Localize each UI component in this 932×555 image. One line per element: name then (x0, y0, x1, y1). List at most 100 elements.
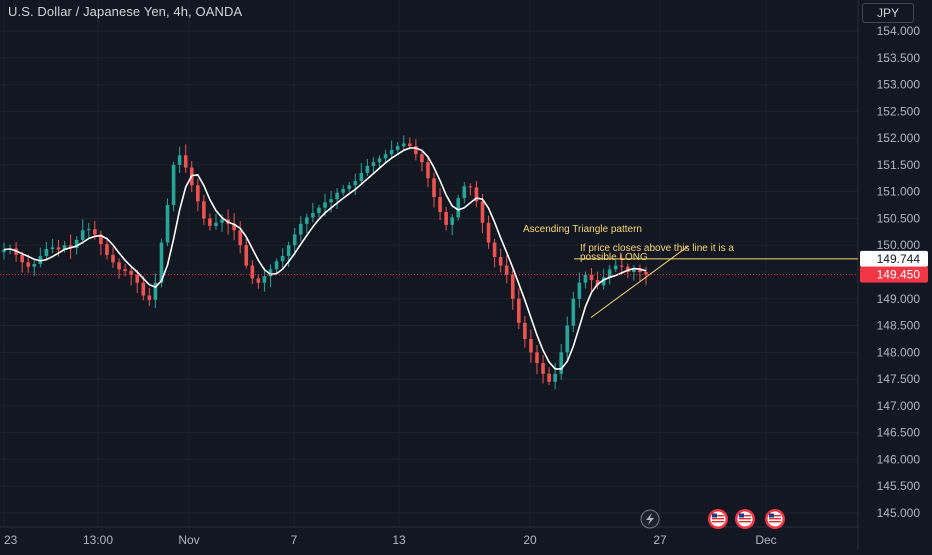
candle-body (553, 373, 557, 382)
candle-body (547, 373, 551, 382)
resistance-price-label: 149.744 (877, 252, 921, 266)
candle-body (365, 165, 370, 173)
resistance-price-badge (860, 250, 928, 267)
candle-body (504, 265, 509, 275)
candle-body (589, 274, 594, 281)
candle-body (510, 274, 515, 299)
candle-body (274, 261, 279, 270)
time-tick-label: 13:00 (83, 533, 113, 547)
candle-body (462, 186, 467, 199)
candle-body (244, 245, 249, 266)
time-tick-label: 13 (392, 533, 406, 547)
candle-body (123, 269, 127, 271)
support-trendline[interactable] (590, 245, 689, 318)
candle-body (371, 162, 376, 166)
candle-body (250, 265, 255, 279)
candle-body (196, 185, 200, 202)
current-price-label: 149.450 (877, 268, 921, 282)
time-tick-label: Dec (755, 533, 776, 547)
candle-body (535, 352, 539, 364)
current-price-badge (860, 266, 928, 283)
candle-body (317, 207, 321, 214)
candle-body (329, 199, 333, 203)
price-tick-label: 151.500 (877, 158, 921, 172)
candle-body (323, 202, 327, 208)
candle-body (262, 276, 267, 283)
candle-body (183, 155, 188, 168)
currency-button[interactable]: JPY (862, 3, 914, 23)
candle-body (268, 269, 273, 277)
candle-body (177, 155, 182, 165)
price-tick-label: 146.500 (877, 426, 921, 440)
candle-body (601, 277, 606, 286)
candle-body (50, 247, 55, 249)
candle-body (577, 282, 582, 299)
flag-stripe (769, 521, 781, 523)
price-tick-label: 152.500 (877, 104, 921, 118)
flag-canton (769, 513, 774, 518)
price-tick-label: 148.000 (877, 345, 921, 359)
symbol-title: U.S. Dollar / Japanese Yen, 4h, OANDA (8, 4, 243, 19)
flag-stripe (712, 521, 724, 523)
flag-stripe (739, 518, 751, 520)
candle-body (377, 158, 382, 163)
candle-body (305, 217, 309, 224)
price-tick-label: 153.500 (877, 51, 921, 65)
candle-body (529, 338, 533, 353)
candle-body (32, 263, 37, 267)
flag-stripe (739, 515, 751, 517)
candle-body (335, 192, 339, 200)
price-tick-label: 152.000 (877, 131, 921, 145)
price-tick-label: 153.000 (877, 78, 921, 92)
candle-body (407, 143, 412, 147)
candle-body (298, 223, 303, 235)
candle-body (62, 245, 67, 250)
lightning-glyph (646, 513, 654, 525)
price-tick-label: 147.500 (877, 372, 921, 386)
price-tick-label: 150.500 (877, 211, 921, 225)
candle-body (220, 219, 224, 223)
candle-body (99, 234, 103, 245)
candle-body (359, 172, 364, 181)
candle-body (2, 249, 6, 253)
time-tick-label: 7 (291, 533, 298, 547)
candle-body (613, 265, 618, 270)
candle-body (202, 201, 206, 219)
candle-body (93, 229, 97, 235)
flag-canton (712, 513, 717, 518)
time-tick-label: Nov (178, 533, 199, 547)
candle-body (286, 245, 291, 256)
candle-body (153, 282, 158, 300)
time-tick-label: 23 (4, 533, 18, 547)
candle-body (486, 222, 491, 243)
candle-body (353, 180, 358, 186)
candle-body (456, 198, 461, 218)
candle-body (141, 282, 146, 296)
candle-body (480, 201, 485, 223)
candle-body (44, 248, 49, 256)
candle-body (438, 197, 442, 213)
candle-body (80, 230, 85, 240)
candle-body (626, 266, 630, 272)
price-tick-label: 145.000 (877, 506, 921, 520)
flag-canton (739, 513, 744, 518)
candle-body (420, 154, 424, 163)
price-tick-label: 151.000 (877, 185, 921, 199)
candle-body (74, 239, 79, 248)
candle-body (638, 269, 642, 272)
candle-body (147, 295, 152, 300)
candle-body (607, 269, 612, 278)
flag-stripe (769, 518, 781, 520)
candle-body (232, 223, 236, 231)
candle-body (171, 164, 176, 206)
price-tick-label: 147.000 (877, 399, 921, 413)
candle-body (644, 272, 648, 275)
price-tick-label: 146.000 (877, 452, 921, 466)
candle-body (595, 280, 600, 286)
candle-body (426, 162, 430, 179)
candle-body (619, 265, 624, 267)
candle-body (311, 213, 315, 218)
flag-stripe (739, 521, 751, 523)
